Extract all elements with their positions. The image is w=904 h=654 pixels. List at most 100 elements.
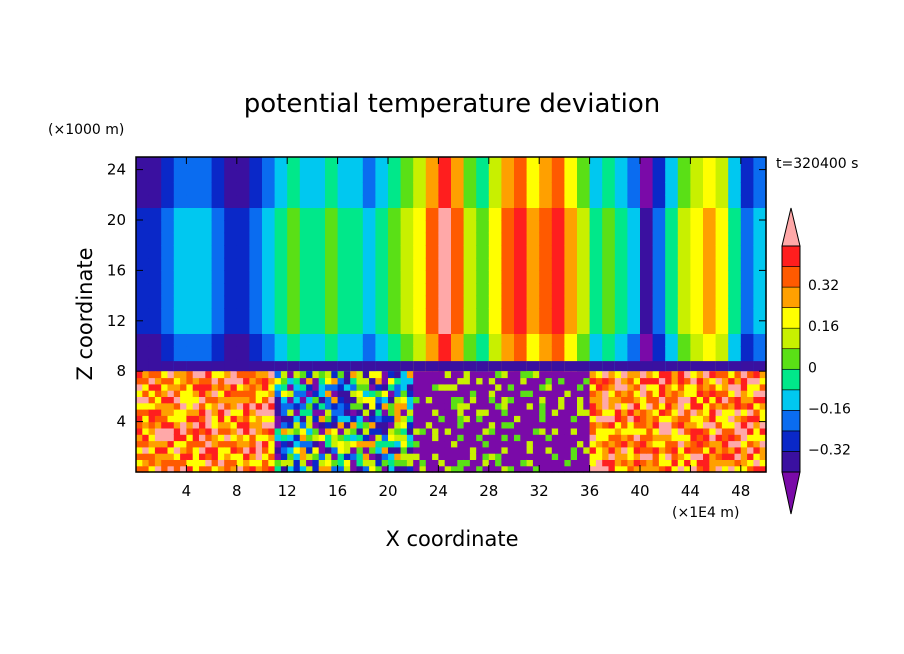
heatmap-cell <box>551 390 559 397</box>
heatmap-cell <box>684 383 691 391</box>
heatmap-cell <box>759 459 767 467</box>
heatmap-cell <box>154 465 162 473</box>
heatmap-cell <box>507 427 515 435</box>
heatmap-cell <box>331 459 339 467</box>
heatmap-cell <box>703 383 710 391</box>
heatmap-cell <box>205 465 213 473</box>
heatmap-cell <box>255 427 263 435</box>
heatmap-cell <box>640 402 647 410</box>
heatmap-cell <box>577 402 584 410</box>
heatmap-cell <box>362 182 376 196</box>
heatmap-cell <box>646 402 654 410</box>
heatmap-cell <box>224 207 238 221</box>
heatmap-cell <box>520 371 528 379</box>
heatmap-cell <box>230 371 238 379</box>
heatmap-cell <box>255 421 263 429</box>
heatmap-cell <box>287 390 295 397</box>
heatmap-cell <box>684 390 691 397</box>
heatmap-cell <box>444 465 452 473</box>
heatmap-cell <box>325 446 332 454</box>
heatmap-cell <box>186 465 194 473</box>
heatmap-cell <box>280 396 288 404</box>
heatmap-cell <box>759 415 767 423</box>
heatmap-cell <box>627 245 641 259</box>
heatmap-cell <box>362 377 370 385</box>
heatmap-cell <box>747 402 754 410</box>
heatmap-cell <box>337 220 351 234</box>
heatmap-cell <box>400 295 414 309</box>
heatmap-cell <box>709 390 717 397</box>
heatmap-cell <box>350 295 364 309</box>
heatmap-cell <box>551 421 559 429</box>
heatmap-cell <box>299 346 313 360</box>
heatmap-cell <box>451 383 458 391</box>
heatmap-cell <box>350 182 364 196</box>
heatmap-cell <box>577 434 584 442</box>
heatmap-cell <box>262 459 269 467</box>
heatmap-cell <box>243 390 250 397</box>
heatmap-cell <box>199 295 213 309</box>
heatmap-cell <box>312 257 326 271</box>
heatmap-cell <box>375 383 383 391</box>
heatmap-cell <box>652 402 660 410</box>
heatmap-cell <box>602 396 610 404</box>
heatmap-cell <box>671 465 679 473</box>
heatmap-cell <box>299 295 313 309</box>
heatmap-cell <box>293 377 301 385</box>
heatmap-cell <box>388 361 402 372</box>
heatmap-cell <box>728 396 736 404</box>
heatmap-cell <box>646 434 654 442</box>
heatmap-cell <box>469 421 477 429</box>
heatmap-cell <box>236 361 250 372</box>
heatmap-cell <box>558 402 565 410</box>
heatmap-cell <box>299 283 313 297</box>
heatmap-cell <box>400 390 408 397</box>
heatmap-cell <box>325 409 332 416</box>
heatmap-cell <box>369 371 376 379</box>
heatmap-cell <box>463 434 471 442</box>
heatmap-cell <box>362 415 370 423</box>
heatmap-cell <box>350 440 358 448</box>
heatmap-cell <box>199 402 206 410</box>
heatmap-cell <box>325 169 339 183</box>
heatmap-cell <box>268 446 276 454</box>
heatmap-cell <box>589 396 597 404</box>
heatmap-cell <box>703 194 717 208</box>
heatmap-cell <box>652 220 666 234</box>
heatmap-cell <box>444 377 452 385</box>
heatmap-cell <box>476 295 490 309</box>
heatmap-cell <box>677 383 685 391</box>
heatmap-cell <box>715 440 723 448</box>
heatmap-cell <box>306 459 313 467</box>
heatmap-cell <box>262 371 269 379</box>
heatmap-cell <box>658 453 666 460</box>
heatmap-cell <box>199 207 213 221</box>
heatmap-cell <box>236 346 250 360</box>
heatmap-cell <box>425 346 439 360</box>
heatmap-cell <box>532 371 540 379</box>
heatmap-cell <box>280 440 288 448</box>
heatmap-cell <box>451 157 465 171</box>
heatmap-cell <box>230 390 238 397</box>
heatmap-cell <box>274 194 288 208</box>
heatmap-cell <box>287 465 295 473</box>
heatmap-cell <box>400 220 414 234</box>
heatmap-cell <box>482 446 490 454</box>
heatmap-cell <box>753 207 767 221</box>
heatmap-cell <box>658 434 666 442</box>
heatmap-cell <box>211 283 225 297</box>
heatmap-cell <box>640 283 654 297</box>
heatmap-cell <box>570 383 578 391</box>
heatmap-cell <box>161 169 175 183</box>
heatmap-cell <box>381 427 389 435</box>
heatmap-cell <box>608 377 616 385</box>
heatmap-cell <box>211 421 219 429</box>
heatmap-cell <box>413 409 421 416</box>
heatmap-cell <box>199 361 213 372</box>
heatmap-cell <box>507 446 515 454</box>
heatmap-cell <box>268 377 276 385</box>
heatmap-cell <box>432 446 439 454</box>
heatmap-cell <box>501 207 515 221</box>
heatmap-cell <box>652 390 660 397</box>
heatmap-cell <box>388 169 402 183</box>
